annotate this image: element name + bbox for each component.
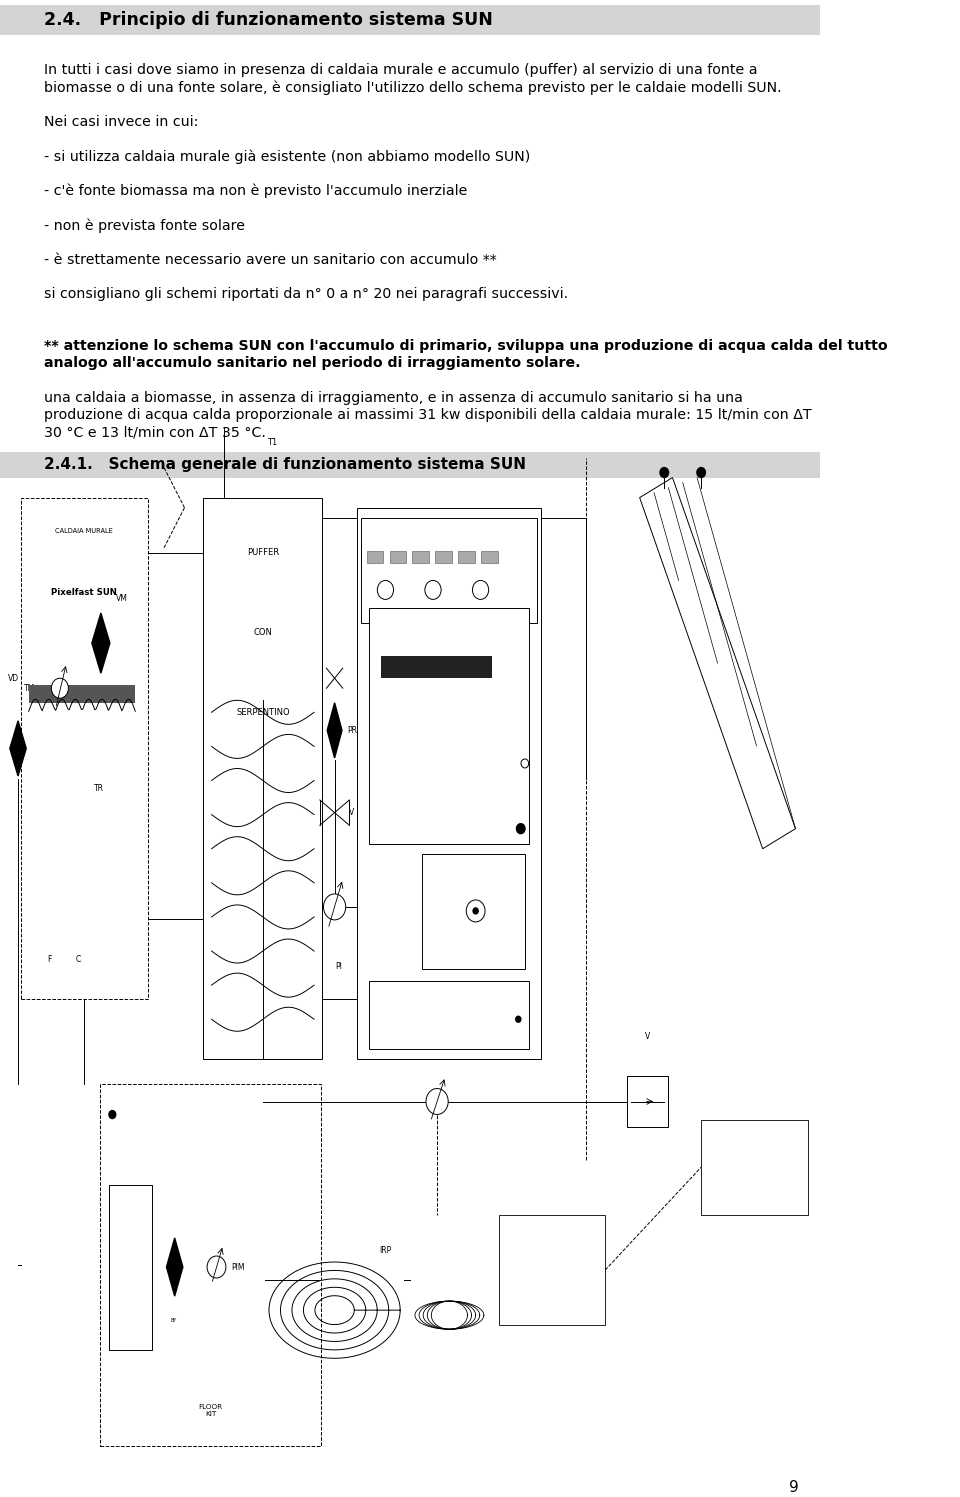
Text: Pixelfast SUN: Pixelfast SUN <box>51 588 117 597</box>
Text: - è strettamente necessario avere un sanitario con accumulo **: - è strettamente necessario avere un san… <box>44 253 497 266</box>
Bar <box>357 507 541 1060</box>
Text: TM: TM <box>24 684 36 693</box>
Circle shape <box>472 581 489 599</box>
Bar <box>436 551 452 563</box>
Text: PR: PR <box>348 726 358 735</box>
Text: SERPENTINO: SERPENTINO <box>236 708 290 717</box>
Text: V: V <box>645 1033 651 1042</box>
Polygon shape <box>327 702 342 757</box>
Text: In tutti i casi dove siamo in presenza di caldaia murale e accumulo (puffer) al : In tutti i casi dove siamo in presenza d… <box>44 63 758 76</box>
Text: - non è prevista fonte solare: - non è prevista fonte solare <box>44 219 246 234</box>
Circle shape <box>521 759 529 768</box>
Text: - si utilizza caldaia murale già esistente (non abbiamo modello SUN): - si utilizza caldaia murale già esisten… <box>44 150 531 163</box>
Bar <box>0 4 820 34</box>
Circle shape <box>697 467 706 478</box>
Circle shape <box>516 823 525 834</box>
Circle shape <box>473 907 478 913</box>
Text: PS: PS <box>437 1042 445 1051</box>
Circle shape <box>377 581 394 599</box>
Text: CON: CON <box>253 629 273 638</box>
Text: PUFFER: PUFFER <box>247 548 279 557</box>
Bar <box>109 1184 152 1350</box>
Text: IR: IR <box>498 1256 506 1265</box>
Text: VM: VM <box>115 594 128 603</box>
Text: SOLARE COD.: SOLARE COD. <box>532 1253 572 1257</box>
Polygon shape <box>92 612 109 674</box>
Text: CALDAIA MURALE: CALDAIA MURALE <box>55 528 113 534</box>
Circle shape <box>426 1088 448 1114</box>
Circle shape <box>51 678 68 698</box>
Text: IRP: IRP <box>380 1246 392 1254</box>
Text: VD: VD <box>9 674 19 683</box>
Bar <box>100 1084 322 1446</box>
Text: C: C <box>75 955 81 964</box>
Text: produzione di acqua calda proporzionale ai massimi 31 kw disponibili della calda: produzione di acqua calda proporzionale … <box>44 409 812 422</box>
Text: BY: BY <box>171 1317 177 1323</box>
Text: FLOOR
KIT: FLOOR KIT <box>199 1404 223 1418</box>
Bar <box>413 551 429 563</box>
Text: VASO: VASO <box>747 1130 762 1135</box>
Circle shape <box>467 900 485 922</box>
Text: D'ESPANSIONE: D'ESPANSIONE <box>732 1154 777 1160</box>
Circle shape <box>108 1111 116 1118</box>
Text: si consigliano gli schemi riportati da n° 0 a n° 20 nei paragrafi successivi.: si consigliano gli schemi riportati da n… <box>44 287 568 301</box>
Bar <box>361 518 538 623</box>
Text: CHIUSO: CHIUSO <box>743 1180 766 1184</box>
Text: PELSOLEUM: PELSOLEUM <box>534 1281 569 1286</box>
Bar <box>422 853 525 969</box>
Bar <box>701 1120 807 1216</box>
Text: 2.4.1.   Schema generale di funzionamento sistema SUN: 2.4.1. Schema generale di funzionamento … <box>44 457 526 472</box>
Text: PIM: PIM <box>231 1262 245 1271</box>
Bar <box>29 686 135 704</box>
Bar <box>0 452 820 478</box>
Bar <box>369 608 529 844</box>
Text: - c'è fonte biomassa ma non è previsto l'accumulo inerziale: - c'è fonte biomassa ma non è previsto l… <box>44 184 468 198</box>
Text: 30 °C e 13 lt/min con ΔT 35 °C.: 30 °C e 13 lt/min con ΔT 35 °C. <box>44 425 266 440</box>
Bar <box>481 551 498 563</box>
Bar <box>498 1216 605 1325</box>
Polygon shape <box>639 478 796 849</box>
Text: F: F <box>47 955 52 964</box>
Bar <box>381 656 492 678</box>
Bar <box>20 497 148 998</box>
Bar <box>459 551 475 563</box>
Text: analogo all'accumulo sanitario nel periodo di irraggiamento solare.: analogo all'accumulo sanitario nel perio… <box>44 356 581 370</box>
Text: 2.4.   Principio di funzionamento sistema SUN: 2.4. Principio di funzionamento sistema … <box>44 10 493 28</box>
Bar <box>390 551 406 563</box>
Circle shape <box>324 894 346 919</box>
Polygon shape <box>10 722 26 775</box>
Text: CENTRALINA: CENTRALINA <box>534 1225 570 1231</box>
Text: PI: PI <box>335 963 342 972</box>
Circle shape <box>660 467 668 478</box>
Text: TR: TR <box>94 784 105 793</box>
Bar <box>204 497 323 1060</box>
Polygon shape <box>166 1238 182 1296</box>
Text: biomasse o di una fonte solare, è consigliato l'utilizzo dello schema previsto p: biomasse o di una fonte solare, è consig… <box>44 81 782 94</box>
Text: Nei casi invece in cui:: Nei casi invece in cui: <box>44 115 199 129</box>
Text: ** attenzione lo schema SUN con l'accumulo di primario, sviluppa una produzione : ** attenzione lo schema SUN con l'accumu… <box>44 338 888 353</box>
Circle shape <box>516 1016 521 1022</box>
Circle shape <box>207 1256 226 1278</box>
Text: 9: 9 <box>789 1481 799 1496</box>
Bar <box>627 1076 668 1127</box>
Text: una caldaia a biomasse, in assenza di irraggiamento, e in assenza di accumulo sa: una caldaia a biomasse, in assenza di ir… <box>44 391 743 404</box>
Text: T1: T1 <box>267 439 277 448</box>
Text: V: V <box>349 808 354 817</box>
Bar <box>367 551 383 563</box>
Text: BY: BY <box>119 1228 125 1232</box>
Circle shape <box>425 581 441 599</box>
Bar <box>369 981 529 1049</box>
